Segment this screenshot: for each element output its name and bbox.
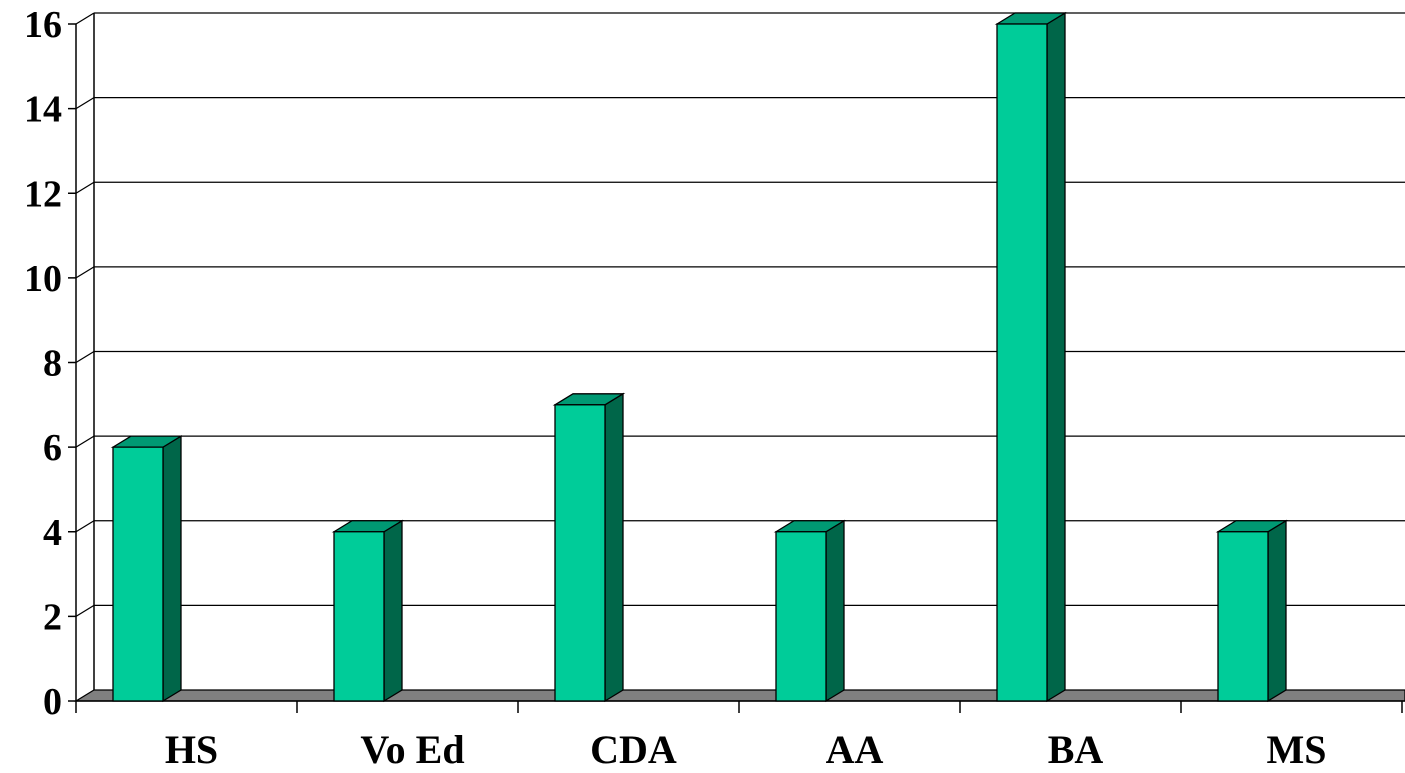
- gridlines: [75, 12, 1405, 617]
- y-tick-label: 4: [43, 512, 62, 554]
- x-category-label: Vo Ed: [360, 727, 464, 772]
- gridline-diagonal: [75, 12, 95, 25]
- y-tick-label: 0: [43, 681, 62, 723]
- gridline-diagonal: [75, 604, 95, 617]
- x-category-label: HS: [165, 727, 218, 772]
- floor-plane: [73, 689, 1405, 702]
- bar-front: [554, 404, 606, 702]
- y-tick-label: 2: [43, 596, 62, 638]
- bar-hs: [110, 434, 184, 703]
- gridline-diagonal: [75, 435, 95, 448]
- bar-side: [604, 392, 624, 703]
- gridline-diagonal: [75, 350, 95, 364]
- x-category-label: CDA: [590, 727, 677, 772]
- bar-side: [825, 519, 845, 703]
- bars: [110, 11, 1289, 703]
- x-category-label: BA: [1048, 727, 1104, 772]
- bar-ms: [1215, 519, 1289, 703]
- bar-front: [333, 531, 385, 702]
- bar-vo-ed: [331, 519, 405, 703]
- bar-side: [383, 519, 403, 703]
- bar-ba: [994, 11, 1068, 703]
- y-tick-label: 10: [24, 258, 62, 300]
- x-category-label: MS: [1267, 727, 1327, 772]
- gridline-diagonal: [75, 181, 95, 194]
- gridline-diagonal: [75, 266, 95, 279]
- y-tick-label: 12: [24, 173, 62, 215]
- y-tick-label: 16: [24, 4, 62, 46]
- chart-floor: [73, 689, 1405, 702]
- bar-cda: [552, 392, 626, 703]
- y-tick-labels: 0 2 4 6 8 10 12 14 16: [24, 4, 62, 723]
- x-category-label: AA: [826, 727, 884, 772]
- bar-side: [1267, 519, 1287, 703]
- y-tick-label: 14: [24, 89, 62, 131]
- y-tick-label: 6: [43, 427, 62, 469]
- gridline-diagonal: [75, 520, 95, 533]
- gridline-diagonal: [75, 97, 95, 110]
- bar-front: [775, 531, 827, 702]
- x-category-labels: HS Vo Ed CDA AA BA MS: [165, 727, 1327, 772]
- bar-aa: [773, 519, 847, 703]
- bar-front: [996, 23, 1048, 702]
- axes: [68, 13, 1405, 713]
- bar-front: [1217, 531, 1269, 702]
- bar-front: [112, 446, 164, 702]
- bar-side: [1046, 11, 1066, 703]
- bar-side: [162, 434, 182, 703]
- y-tick-label: 8: [43, 343, 62, 385]
